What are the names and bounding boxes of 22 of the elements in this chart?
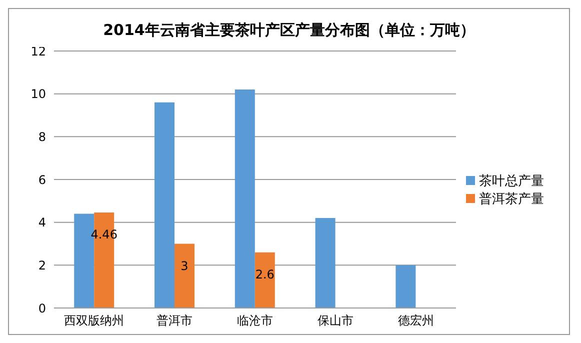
y-tick-label: 4 <box>38 216 46 230</box>
x-tick-label: 临沧市 <box>237 314 273 328</box>
chart-title: 2014年云南省主要茶叶产区产量分布图（单位：万吨） <box>103 21 475 39</box>
bar <box>315 218 336 308</box>
bar <box>396 265 416 308</box>
x-tick-label: 德宏州 <box>398 314 434 328</box>
data-label: 3 <box>180 258 188 273</box>
x-tick-label: 保山市 <box>317 314 354 328</box>
x-tick-label: 西双版纳州 <box>64 314 124 328</box>
y-tick-label: 8 <box>38 130 46 144</box>
bar <box>254 252 275 308</box>
y-tick-label: 6 <box>38 172 46 187</box>
y-tick-label: 0 <box>38 301 46 316</box>
data-label: 2.6 <box>255 267 274 282</box>
y-tick-label: 2 <box>38 258 46 272</box>
bar <box>234 90 255 308</box>
legend-label: 普洱茶产量 <box>479 192 544 206</box>
x-tick-label: 普洱市 <box>156 314 193 328</box>
legend-label: 茶叶总产量 <box>479 174 544 188</box>
bar <box>174 244 194 308</box>
y-tick-label: 10 <box>30 87 46 102</box>
bar <box>154 102 174 308</box>
